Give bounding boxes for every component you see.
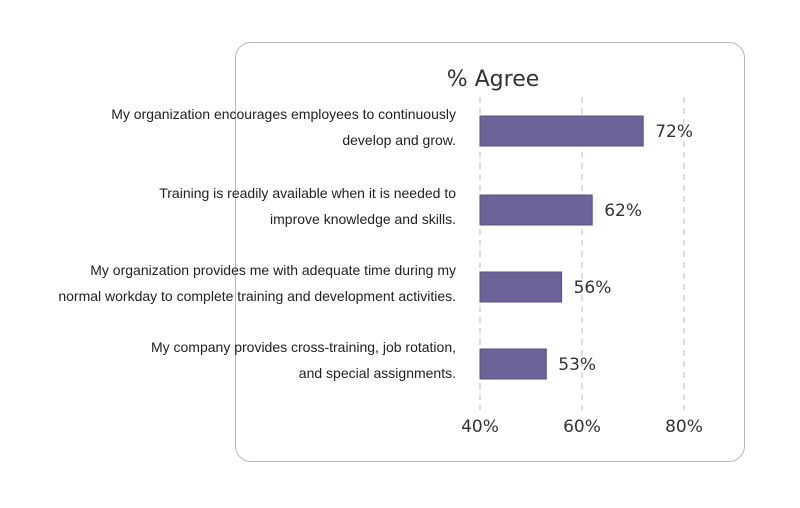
category-labels: My organization encourages employees to … — [58, 106, 456, 381]
bar-value-label: 62% — [604, 201, 642, 221]
bar-value-label: 53% — [558, 355, 596, 375]
category-label-line: and special assignments. — [299, 365, 456, 381]
chart-card — [235, 42, 745, 462]
x-tick-label: 60% — [563, 417, 601, 437]
category-label-line: normal workday to complete training and … — [58, 288, 456, 304]
category-label-line: My organization provides me with adequat… — [90, 262, 456, 278]
bar — [479, 348, 547, 380]
bar — [479, 271, 563, 303]
bar — [479, 194, 593, 226]
x-tick-label: 80% — [665, 417, 703, 437]
chart-title: % Agree — [447, 67, 540, 92]
category-label-line: improve knowledge and skills. — [270, 211, 456, 227]
category-label-line: Training is readily available when it is… — [159, 185, 456, 201]
bars — [479, 115, 644, 380]
gridlines — [479, 97, 685, 410]
bar — [479, 115, 644, 147]
category-label-line: My organization encourages employees to … — [111, 106, 456, 122]
bar-value-label: 72% — [655, 122, 693, 142]
value-labels: 72% 62% 56% 53% — [558, 122, 693, 375]
x-tick-label: 40% — [461, 417, 499, 437]
bar-value-label: 56% — [574, 278, 612, 298]
category-label-line: develop and grow. — [342, 132, 456, 148]
category-label-line: My company provides cross-training, job … — [151, 339, 456, 355]
x-axis-ticks: 40% 60% 80% — [461, 417, 703, 437]
